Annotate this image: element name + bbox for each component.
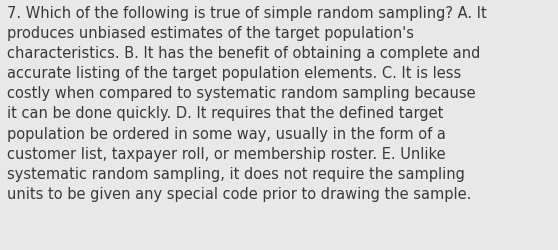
Text: 7. Which of the following is true of simple random sampling? A. It
produces unbi: 7. Which of the following is true of sim… xyxy=(7,6,487,201)
